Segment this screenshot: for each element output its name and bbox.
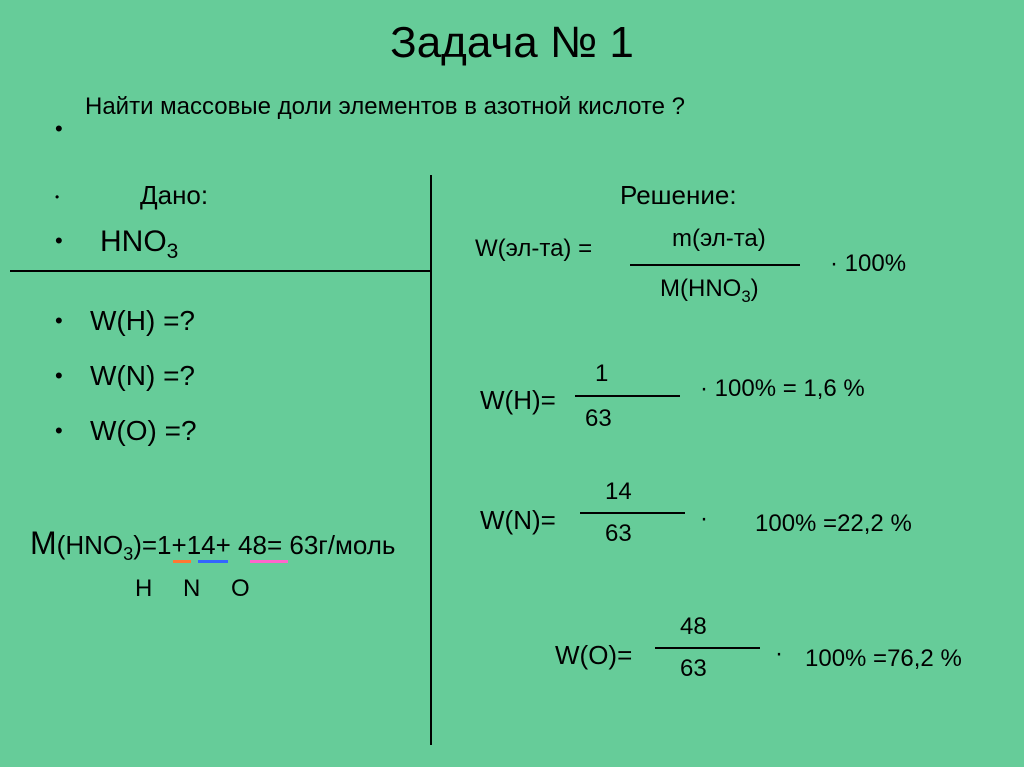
wn-lhs: W(N)= xyxy=(480,505,556,536)
general-formula-tail: · 100% xyxy=(830,250,906,278)
bullet-icon: • xyxy=(55,190,59,204)
wo-numerator: 48 xyxy=(680,613,707,641)
problem-question: Найти массовые доли элементов в азотной … xyxy=(0,78,1024,121)
wo-result: 100% =76,2 % xyxy=(805,645,962,673)
slide-title: Задача № 1 xyxy=(0,0,1024,78)
formula-hno3: HNO3 xyxy=(100,225,178,264)
unknown-wn: W(N) =? xyxy=(90,360,195,392)
wo-lhs: W(O)= xyxy=(555,640,632,671)
general-formula-numerator: m(эл-та) xyxy=(672,225,766,253)
general-formula-lhs: W(эл-та) = xyxy=(475,235,592,263)
fraction-line xyxy=(580,512,685,514)
molar-subscript: 3 xyxy=(123,544,133,564)
wh-lhs: W(H)= xyxy=(480,385,556,416)
wn-numerator: 14 xyxy=(605,478,632,506)
wo-denominator: 63 xyxy=(680,655,707,683)
fraction-line xyxy=(575,395,680,397)
wo-dot: · xyxy=(775,640,783,668)
wh-numerator: 1 xyxy=(595,360,608,388)
formula-text: HNO xyxy=(100,225,167,258)
wn-dot: · xyxy=(700,505,708,533)
denom-text: M(HNO xyxy=(660,275,741,302)
solution-label: Решение: xyxy=(620,180,737,211)
general-formula-denominator: M(HNO3) xyxy=(660,275,759,307)
fraction-line xyxy=(655,647,760,649)
horizontal-rule xyxy=(10,270,430,272)
wn-result: 100% =22,2 % xyxy=(755,510,912,538)
wh-denominator: 63 xyxy=(585,405,612,433)
bullet-icon: • xyxy=(55,118,63,140)
unknown-wo: W(O) =? xyxy=(90,415,197,447)
wh-result: · 100% = 1,6 % xyxy=(700,375,865,403)
fraction-line xyxy=(630,264,800,266)
element-labels: H N O xyxy=(135,575,262,603)
molar-m-symbol: М xyxy=(30,525,57,561)
wn-denominator: 63 xyxy=(605,520,632,548)
bullet-icon: • xyxy=(55,230,63,252)
underline-o xyxy=(250,560,288,563)
bullet-icon: • xyxy=(55,420,63,442)
unknown-wh: W(H) =? xyxy=(90,305,195,337)
given-label: Дано: xyxy=(140,180,208,211)
vertical-rule xyxy=(430,175,432,745)
molar-rest: )=1+14+ 48= 63г/моль xyxy=(133,530,395,560)
underline-h xyxy=(173,560,191,563)
bullet-icon: • xyxy=(55,365,63,387)
molar-formula: (HNO xyxy=(57,530,123,560)
bullet-icon: • xyxy=(55,310,63,332)
underline-n xyxy=(198,560,228,563)
denom-sub: 3 xyxy=(741,287,750,306)
denom-close: ) xyxy=(751,275,759,302)
formula-subscript: 3 xyxy=(167,240,179,263)
